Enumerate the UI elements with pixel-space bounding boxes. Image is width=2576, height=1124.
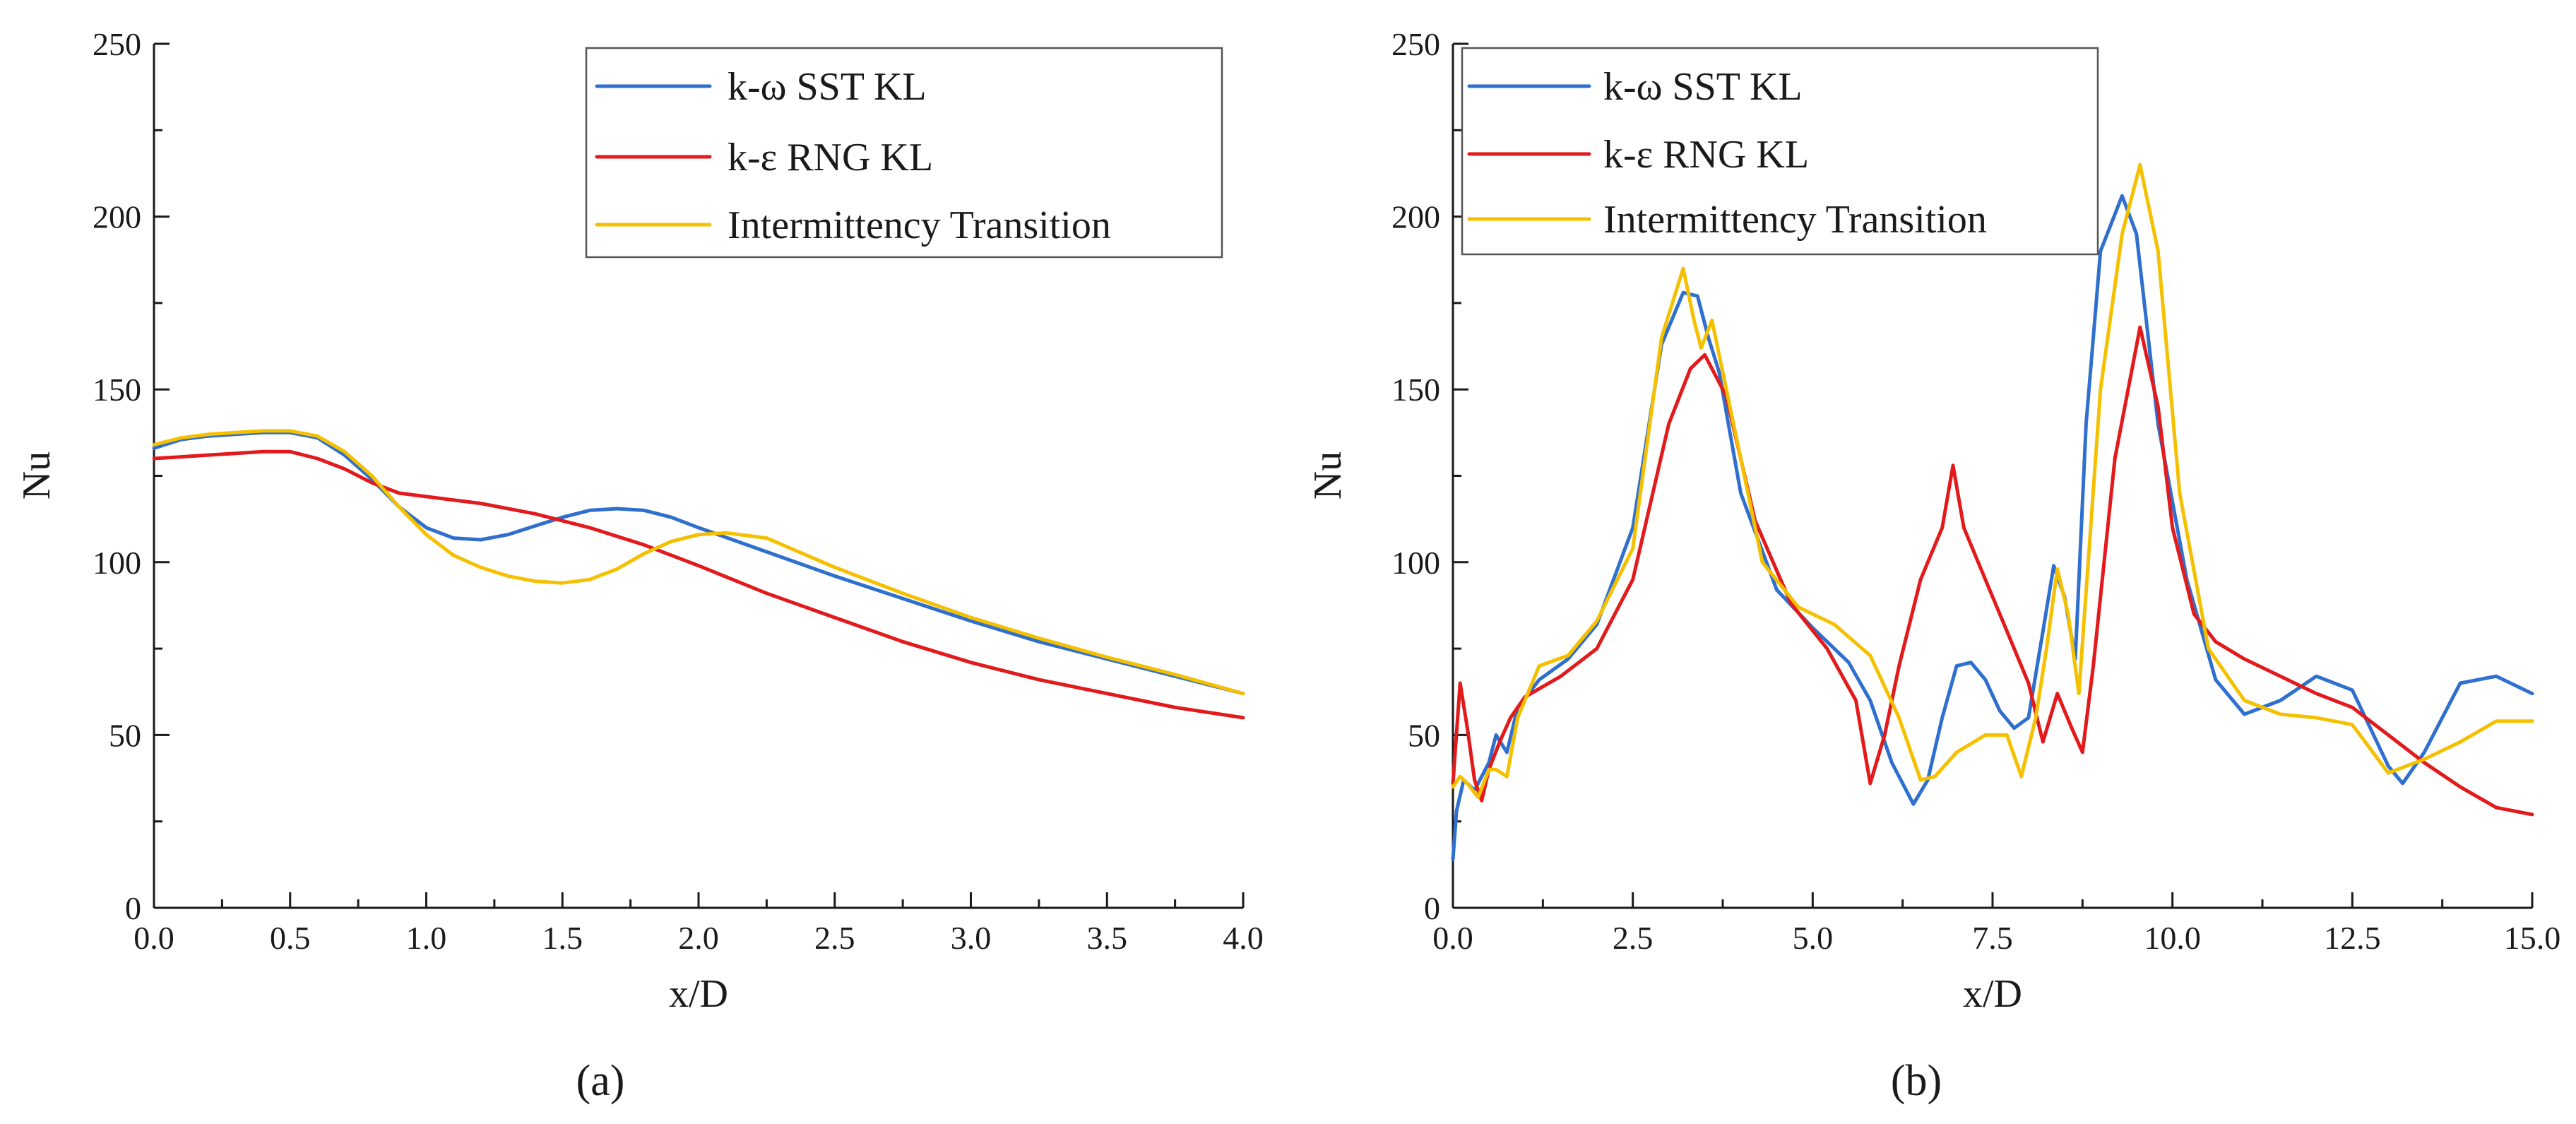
- x-tick-label: 3.0: [951, 920, 992, 956]
- y-tick-label: 100: [1391, 545, 1440, 581]
- chart-a-ticks: [153, 42, 1245, 909]
- x-tick-label: 10.0: [2144, 920, 2201, 956]
- x-tick-label: 15.0: [2504, 920, 2561, 956]
- chart-a-panel-label: (a): [576, 1057, 625, 1105]
- x-tick-label: 0.0: [133, 920, 174, 956]
- chart-a-legend-label-2: k-ε RNG KL: [728, 136, 933, 179]
- chart-panel-a: 0.0 0.5 1.0 1.5 2.0 2.5 3.0 3.5 4.0 0 50 100 150 200 2…: [15, 26, 1264, 1105]
- y-tick-label: 50: [109, 717, 141, 753]
- x-tick-label: 1.0: [406, 920, 447, 956]
- y-tick-label: 0: [125, 890, 141, 926]
- chart-b-tick-labels: 0.0 2.5 5.0 7.5 10.0 12.5 15.0 0 50 100 150 200 250: [1391, 26, 2560, 956]
- chart-b-ticks: [1452, 42, 2534, 909]
- y-tick-label: 150: [1391, 372, 1440, 408]
- chart-b-panel-label: (b): [1891, 1057, 1942, 1105]
- x-tick-label: 3.5: [1087, 920, 1128, 956]
- x-tick-label: 0.0: [1432, 920, 1473, 956]
- y-tick-label: 200: [93, 199, 141, 235]
- chart-b-series-2-line: [1451, 325, 2534, 817]
- y-tick-label: 50: [1408, 717, 1440, 753]
- chart-b-legend: k-ω SST KL k-ε RNG KL Intermittency Tran…: [1461, 47, 2099, 256]
- chart-a-legend-label-3: Intermittency Transition: [728, 203, 1111, 247]
- chart-b-series-3-line: [1451, 162, 2534, 799]
- y-tick-label: 150: [93, 372, 141, 408]
- chart-b-xlabel: x/D: [1963, 972, 2022, 1016]
- chart-panel-b: 0.0 2.5 5.0 7.5 10.0 12.5 15.0050100150200250 …: [1306, 26, 2560, 1105]
- y-tick-label: 0: [1424, 890, 1440, 926]
- x-tick-label: 4.0: [1223, 920, 1264, 956]
- chart-a-legend: k-ω SST KL k-ε RNG KL Intermittency Tran…: [585, 47, 1223, 259]
- chart-a-legend-box: [585, 47, 1223, 259]
- chart-b-legend-label-1: k-ω SST KL: [1603, 65, 1803, 109]
- chart-b-series-1-line: [1451, 194, 2534, 861]
- y-tick-label: 250: [1391, 26, 1440, 62]
- chart-b-legend-label-2: k-ε RNG KL: [1603, 133, 1809, 177]
- y-tick-label: 250: [93, 26, 141, 62]
- chart-a-series-3-line: [152, 429, 1245, 696]
- chart-a-series: [152, 429, 1245, 720]
- chart-a-series-1-line: [152, 430, 1245, 696]
- y-tick-label: 100: [93, 545, 141, 581]
- x-tick-label: 2.5: [814, 920, 855, 956]
- x-tick-label: 1.5: [542, 920, 583, 956]
- x-tick-label: 5.0: [1793, 920, 1834, 956]
- x-tick-label: 2.0: [678, 920, 719, 956]
- chart-b-legend-label-3: Intermittency Transition: [1603, 198, 1987, 242]
- chart-a-series-2-line: [152, 449, 1245, 720]
- x-tick-label: 7.5: [1972, 920, 2013, 956]
- y-tick-label: 200: [1391, 199, 1440, 235]
- chart-a-legend-label-1: k-ω SST KL: [728, 65, 927, 109]
- x-tick-label: 12.5: [2324, 920, 2381, 956]
- chart-b-ylabel: Nu: [1306, 451, 1350, 499]
- chart-a-ylabel: Nu: [15, 451, 59, 499]
- chart-a-tick-labels: 0.0 0.5 1.0 1.5 2.0 2.5 3.0 3.5 4.0 0 50 100 150 200 2…: [93, 26, 1264, 956]
- chart-a-xlabel: x/D: [669, 972, 728, 1016]
- x-tick-label: 2.5: [1613, 920, 1654, 956]
- chart-b-series: [1451, 162, 2534, 861]
- x-tick-label: 0.5: [270, 920, 311, 956]
